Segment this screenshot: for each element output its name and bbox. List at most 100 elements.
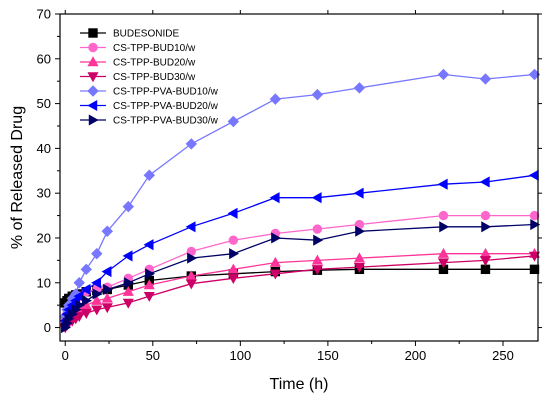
data-point — [227, 115, 240, 128]
series-line — [64, 214, 535, 319]
y-tick-label: 30 — [37, 186, 51, 201]
plot-area — [59, 68, 541, 334]
series-line — [64, 255, 535, 328]
legend-label: BUDESONIDE — [113, 29, 179, 40]
data-point — [439, 221, 450, 233]
data-point — [353, 262, 365, 273]
data-point — [227, 274, 239, 285]
series-line — [64, 174, 535, 321]
legend-marker — [88, 28, 98, 38]
y-tick-label: 10 — [37, 275, 51, 290]
data-point — [269, 256, 281, 267]
x-tick-label: 150 — [317, 348, 339, 363]
data-point — [228, 235, 239, 245]
data-point — [529, 210, 540, 221]
data-point — [143, 169, 156, 181]
series-2 — [60, 210, 540, 324]
data-point — [269, 192, 280, 204]
data-point — [479, 73, 492, 85]
legend-item-6: CS-TPP-PVA-BUD20/w — [80, 99, 219, 112]
data-point — [101, 266, 112, 278]
data-point — [122, 250, 133, 262]
legend-item-2: CS-TPP-BUD10/w — [80, 42, 196, 54]
data-point — [80, 263, 92, 276]
data-point — [143, 239, 154, 251]
data-point — [353, 82, 366, 94]
data-point — [91, 294, 103, 305]
data-point — [528, 169, 539, 181]
y-tick-label: 40 — [37, 141, 51, 156]
data-point — [311, 192, 322, 204]
series-4 — [59, 251, 541, 334]
data-point — [227, 207, 238, 219]
data-point — [82, 295, 92, 307]
legend-label: CS-TPP-BUD30/w — [113, 72, 196, 83]
data-point — [91, 247, 103, 260]
data-point — [122, 286, 134, 296]
legend-marker — [88, 114, 99, 126]
legend: BUDESONIDE CS-TPP-BUD10/w CS-TPP-BUD20/w CS… — [80, 28, 219, 127]
x-tick-label: 200 — [405, 348, 427, 363]
series-line — [64, 253, 535, 324]
legend-label: CS-TPP-PVA-BUD30/w — [113, 116, 219, 127]
y-tick-label: 0 — [44, 320, 51, 335]
data-point — [312, 224, 323, 234]
data-point — [124, 277, 135, 289]
data-point — [528, 251, 541, 262]
series-line — [64, 268, 535, 304]
data-point — [227, 263, 239, 274]
legend-item-4: CS-TPP-BUD30/w — [80, 72, 196, 83]
data-point — [313, 234, 324, 246]
data-point — [437, 178, 448, 190]
data-point — [80, 309, 92, 319]
data-point — [479, 256, 492, 267]
data-point — [311, 265, 323, 276]
data-point — [80, 283, 91, 296]
data-point — [101, 303, 113, 314]
data-point — [437, 68, 450, 81]
data-point — [529, 264, 540, 275]
data-point — [73, 312, 85, 323]
data-point — [480, 210, 491, 221]
x-tick-label: 100 — [229, 348, 251, 363]
data-point — [91, 277, 101, 289]
data-point — [122, 200, 134, 213]
legend-item-1: BUDESONIDE — [80, 28, 179, 40]
series-line — [64, 223, 535, 328]
data-point — [122, 298, 134, 309]
data-point — [101, 225, 113, 237]
data-point — [73, 277, 85, 289]
data-point — [269, 269, 281, 280]
data-point — [271, 232, 282, 244]
x-tick-label: 0 — [62, 348, 69, 363]
legend-marker — [87, 72, 99, 83]
data-point — [75, 299, 85, 311]
legend-marker — [87, 56, 99, 67]
plot-frame — [59, 13, 539, 342]
data-point — [143, 279, 155, 290]
x-axis-title: Time (h) — [270, 376, 329, 393]
data-point — [355, 225, 366, 237]
legend-item-5: CS-TPP-PVA-BUD10/w — [80, 85, 219, 98]
data-point — [269, 93, 282, 105]
data-point — [353, 187, 364, 199]
series-7 — [61, 218, 541, 334]
x-tick-label: 50 — [146, 348, 160, 363]
legend-marker — [87, 99, 98, 112]
y-axis-title: % of Released Drug — [9, 106, 26, 249]
data-point — [479, 176, 490, 188]
data-point — [481, 221, 492, 233]
data-point — [185, 221, 196, 233]
data-point — [229, 248, 240, 260]
data-point — [145, 268, 156, 280]
legend-item-3: CS-TPP-BUD20/w — [80, 56, 196, 69]
x-tick-label: 250 — [492, 348, 514, 363]
series-5 — [59, 68, 541, 323]
data-point — [480, 264, 491, 275]
legend-label: CS-TPP-BUD10/w — [113, 43, 196, 54]
data-point — [437, 258, 450, 269]
data-point — [91, 305, 103, 316]
y-tick-label: 50 — [37, 96, 51, 111]
data-point — [143, 292, 155, 302]
